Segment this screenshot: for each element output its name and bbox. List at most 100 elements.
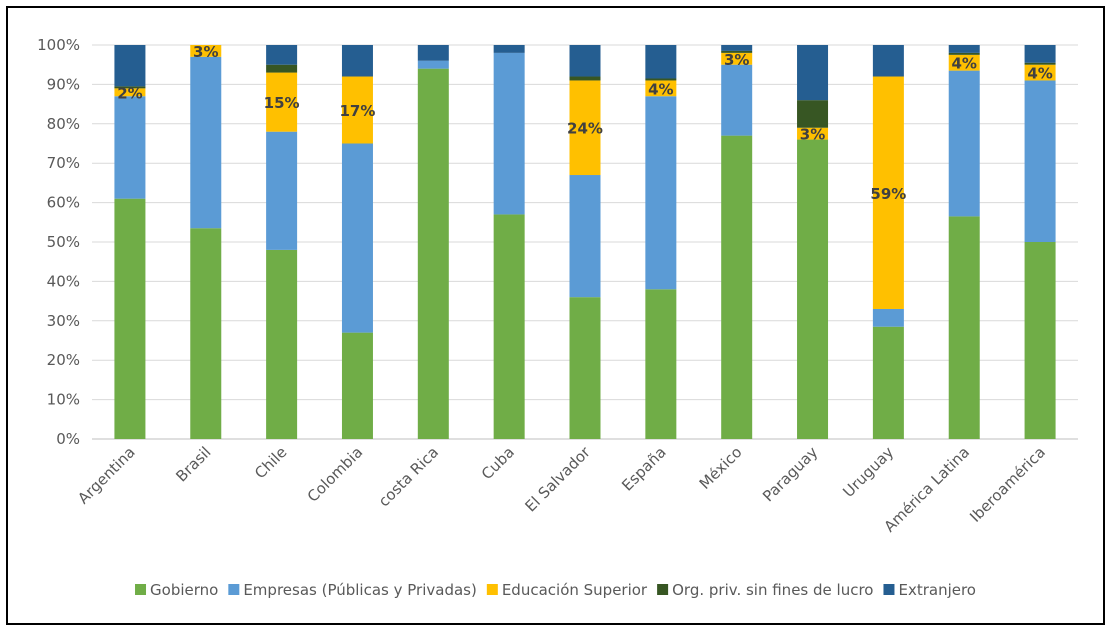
bar-segment bbox=[114, 45, 146, 87]
bar-segment bbox=[114, 86, 146, 89]
x-tick-label: México bbox=[696, 443, 746, 493]
y-tick-label: 80% bbox=[47, 115, 80, 133]
bar-segment bbox=[948, 45, 980, 53]
legend-label: Empresas (Públicas y Privadas) bbox=[243, 581, 477, 599]
bar-segment bbox=[645, 96, 677, 290]
bar-segment bbox=[797, 139, 829, 439]
bar-segment bbox=[721, 135, 753, 439]
data-label: 15% bbox=[264, 94, 300, 112]
bar-segment bbox=[114, 88, 146, 97]
bar-segment bbox=[645, 80, 677, 97]
y-tick-label: 40% bbox=[47, 272, 80, 290]
bar-segment bbox=[1024, 64, 1056, 81]
bar-segment bbox=[948, 70, 980, 217]
x-tick-label: costa Rica bbox=[375, 443, 442, 510]
bar-segment bbox=[341, 332, 373, 439]
bar-segment bbox=[114, 198, 146, 439]
legend-item: Empresas (Públicas y Privadas) bbox=[228, 581, 477, 599]
bar-segment bbox=[569, 175, 601, 298]
legend-label: Extranjero bbox=[898, 581, 976, 599]
bar-segment bbox=[417, 60, 449, 69]
x-tick-label: Uruguay bbox=[839, 443, 897, 501]
stacked-bar-chart: 0% 10% 20% 30% 40% 50% 60% 70% 80% 90% 100% 2% 3% 15… bbox=[37, 36, 1078, 599]
x-tick-label: España bbox=[618, 443, 669, 494]
bar-segment bbox=[569, 45, 601, 77]
bar-segment bbox=[948, 54, 980, 71]
y-tick-label: 90% bbox=[47, 75, 80, 93]
bar-segment bbox=[569, 80, 601, 176]
x-tick-label: Brasil bbox=[172, 443, 214, 485]
x-tick-label: Chile bbox=[251, 443, 290, 482]
y-axis: 0% 10% 20% 30% 40% 50% 60% 70% 80% 90% 100% bbox=[37, 36, 80, 448]
y-tick-label: 0% bbox=[56, 430, 80, 448]
bar-segment bbox=[721, 45, 753, 51]
data-label: 3% bbox=[724, 51, 749, 69]
bar-segment bbox=[1024, 80, 1056, 243]
bar-segment bbox=[417, 45, 449, 61]
bar-segment bbox=[721, 64, 753, 136]
data-label: 4% bbox=[951, 55, 976, 73]
data-label: 3% bbox=[193, 43, 218, 61]
bar-segment bbox=[341, 76, 373, 144]
bar-segment bbox=[493, 214, 525, 439]
legend-item: Educación Superior bbox=[486, 581, 648, 599]
bar-segment bbox=[493, 52, 525, 215]
bar-segment bbox=[266, 45, 298, 65]
bar-segment bbox=[190, 228, 222, 439]
y-tick-label: 10% bbox=[47, 391, 80, 409]
bar-segment bbox=[721, 52, 753, 65]
bar-segment bbox=[645, 45, 677, 79]
y-tick-label: 30% bbox=[47, 312, 80, 330]
bar-segment bbox=[645, 289, 677, 439]
x-tick-label: Iberoamérica bbox=[966, 443, 1049, 526]
bar-segment bbox=[266, 249, 298, 439]
bar-segment bbox=[948, 52, 980, 55]
legend-swatch bbox=[135, 584, 147, 595]
y-tick-label: 20% bbox=[47, 351, 80, 369]
y-tick-label: 60% bbox=[47, 194, 80, 212]
y-tick-label: 100% bbox=[37, 36, 80, 54]
y-tick-label: 70% bbox=[47, 154, 80, 172]
legend-label: Org. priv. sin fines de lucro bbox=[672, 581, 873, 599]
bar-segment bbox=[721, 50, 753, 53]
bar-segment bbox=[872, 76, 904, 309]
bar-segment bbox=[872, 308, 904, 327]
legend-swatch bbox=[883, 584, 895, 595]
bar-segment bbox=[114, 96, 146, 199]
bar-segment bbox=[569, 76, 601, 81]
x-tick-label: Argentina bbox=[74, 443, 138, 507]
bar-segment bbox=[645, 78, 677, 81]
bar-segment bbox=[797, 127, 829, 140]
chart-frame: 0% 10% 20% 30% 40% 50% 60% 70% 80% 90% 100% 2% 3% 15… bbox=[6, 6, 1105, 625]
data-labels: 2% 3% 15% 17% 24% 4% 3% 3% 59% 4% 4% bbox=[117, 43, 1053, 203]
data-label: 4% bbox=[1027, 65, 1052, 83]
x-tick-label: Colombia bbox=[304, 443, 367, 506]
bar-segment bbox=[190, 45, 222, 57]
bar-segment bbox=[266, 131, 298, 250]
legend-item: Extranjero bbox=[883, 581, 976, 599]
bar-segment bbox=[872, 326, 904, 439]
x-tick-label: El Salvador bbox=[522, 443, 595, 516]
legend-item: Gobierno bbox=[135, 581, 218, 599]
bar-segment bbox=[797, 100, 829, 128]
data-label: 3% bbox=[800, 126, 825, 144]
bar-segment bbox=[1024, 242, 1056, 439]
bar-segment bbox=[493, 45, 525, 53]
bar-segment bbox=[797, 45, 829, 101]
bar-segment bbox=[266, 72, 298, 132]
bar-segment bbox=[872, 45, 904, 77]
bar-segment bbox=[266, 64, 298, 73]
legend-label: Gobierno bbox=[150, 581, 218, 599]
bar-segment bbox=[417, 68, 449, 439]
bar-segment bbox=[341, 143, 373, 333]
legend-item: Org. priv. sin fines de lucro bbox=[657, 581, 873, 599]
legend: Gobierno Empresas (Públicas y Privadas) Ed… bbox=[135, 581, 976, 599]
bar-segment bbox=[190, 56, 222, 229]
bar-segment bbox=[948, 216, 980, 439]
bar-segment bbox=[341, 45, 373, 77]
legend-label: Educación Superior bbox=[502, 581, 648, 599]
x-tick-label: Cuba bbox=[478, 443, 518, 483]
data-label: 24% bbox=[567, 120, 603, 138]
x-tick-label: Paraguay bbox=[759, 443, 821, 505]
bar-segment bbox=[569, 297, 601, 439]
